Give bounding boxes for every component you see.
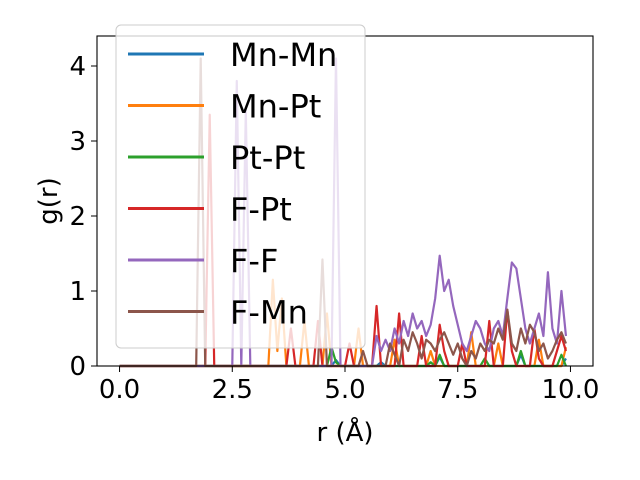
x-axis-label: r (Å) <box>316 416 373 448</box>
x-axis-ticks: 0.0 2.5 5.0 7.5 10.0 <box>99 366 600 405</box>
legend-label: F-Pt <box>230 191 292 229</box>
series-line-f-mn <box>119 57 567 368</box>
y-tick-label: 4 <box>69 52 86 82</box>
legend-label: Mn-Mn <box>230 36 337 74</box>
y-axis-ticks: 0 1 2 3 4 <box>69 52 97 382</box>
legend-label: Mn-Pt <box>230 88 321 126</box>
legend-label: F-F <box>230 242 278 280</box>
legend-label: F-Mn <box>230 294 308 332</box>
y-tick-label: 1 <box>69 277 86 307</box>
y-tick-label: 0 <box>69 352 86 382</box>
x-tick-label: 2.5 <box>212 375 253 405</box>
y-tick-label: 2 <box>69 202 86 232</box>
x-tick-label: 5.0 <box>324 375 365 405</box>
series-line-mn-mn <box>119 353 567 368</box>
x-tick-label: 10.0 <box>542 375 600 405</box>
x-tick-label: 7.5 <box>437 375 478 405</box>
y-axis-label: g(r) <box>34 177 64 224</box>
legend-label: Pt-Pt <box>230 139 305 177</box>
x-tick-label: 0.0 <box>99 375 140 405</box>
y-tick-label: 3 <box>69 127 86 157</box>
legend: Mn-Mn Mn-Pt Pt-Pt F-Pt F-F F-Mn <box>115 24 366 349</box>
